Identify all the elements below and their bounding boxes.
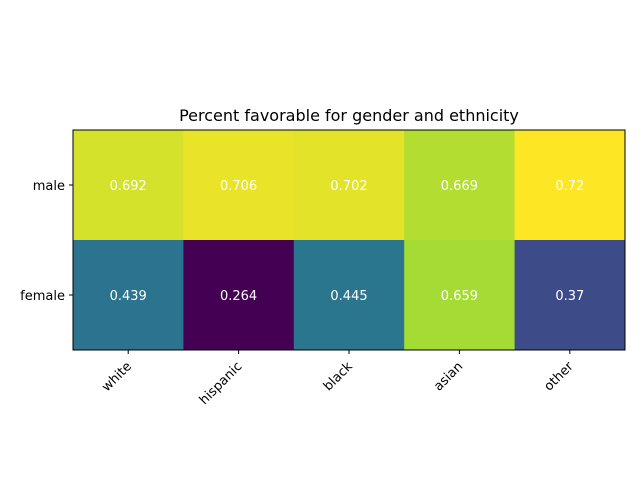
cell-value-label: 0.692: [110, 179, 147, 194]
y-tick-label-female: female: [20, 289, 65, 304]
y-tick-label-male: male: [33, 179, 65, 194]
heatmap-cell-female-asian: [404, 240, 516, 351]
x-tick-label-other: other: [542, 359, 578, 395]
cell-value-label: 0.702: [330, 179, 367, 194]
cell-value-label: 0.659: [441, 289, 478, 304]
cell-value-label: 0.439: [110, 289, 147, 304]
x-tick-label-black: black: [321, 359, 356, 394]
x-tick-label-white: white: [99, 359, 135, 395]
heatmap-cell-female-other: [514, 240, 626, 351]
plot-frame: [72, 129, 626, 351]
heatmap-cell-male-asian: [404, 130, 516, 241]
x-tick-label-asian: asian: [431, 359, 466, 394]
cell-value-label: 0.264: [220, 289, 257, 304]
y-axis-ticks: male female: [20, 179, 73, 304]
cell-value-label: 0.669: [441, 179, 478, 194]
cell-value-label: 0.37: [555, 289, 584, 304]
chart-title: Percent favorable for gender and ethnici…: [179, 106, 519, 125]
heatmap-cell-male-black: [293, 130, 405, 241]
heatmap-cell-male-hispanic: [183, 130, 295, 241]
x-axis-ticks: white hispanic black asian other: [99, 350, 577, 408]
cell-value-label: 0.445: [330, 289, 367, 304]
x-tick-label-hispanic: hispanic: [197, 359, 246, 408]
heatmap-cell-female-white: [73, 240, 184, 351]
cell-value-label: 0.706: [220, 179, 257, 194]
heatmap-cell-female-hispanic: [183, 240, 295, 351]
heatmap-cell-male-white: [73, 130, 184, 241]
heatmap-cell-male-other: [514, 130, 626, 241]
heatmap-cells: 0.692 0.706 0.702 0.669 0.72 0.439 0.264 0.445 0…: [73, 130, 626, 351]
cell-value-label: 0.72: [555, 179, 584, 194]
heatmap-cell-female-black: [293, 240, 405, 351]
